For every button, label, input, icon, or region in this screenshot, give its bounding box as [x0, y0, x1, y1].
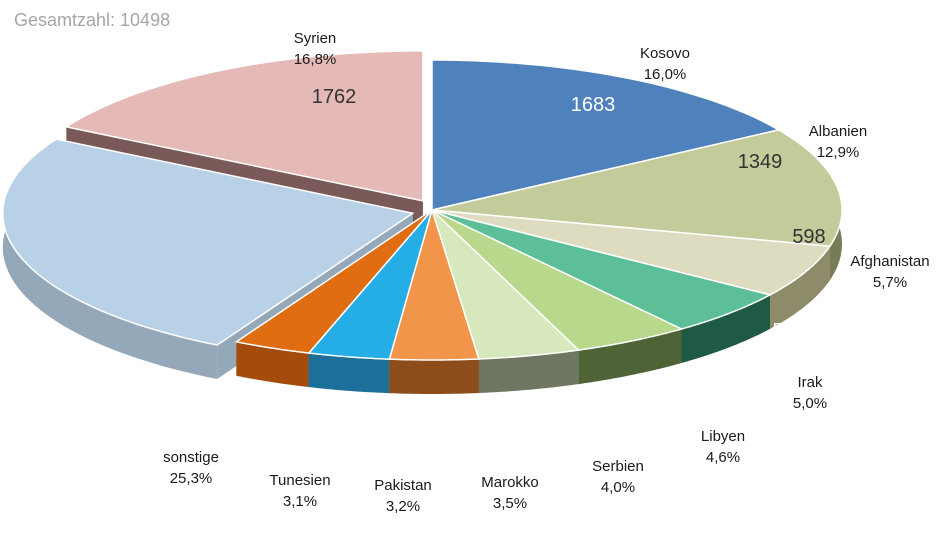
slice-side-sonstige	[2, 139, 218, 379]
value-label-libyen: 482	[695, 365, 728, 387]
category-label-libyen: Libyen	[701, 428, 745, 445]
category-label-afghanistan: Afghanistan	[850, 253, 929, 270]
slice-serbien	[431, 209, 581, 360]
percent-label-syrien: 16,8%	[294, 51, 337, 68]
category-label-pakistan: Pakistan	[374, 477, 432, 494]
category-label-irak: Irak	[797, 374, 823, 391]
percent-label-tunesien: 3,1%	[283, 493, 317, 510]
slice-syrien	[64, 50, 424, 202]
value-label-sonstige: 2656	[186, 385, 231, 407]
percent-label-marokko: 3,5%	[493, 495, 527, 512]
value-label-marokko: 365	[483, 410, 516, 432]
category-label-albanien: Albanien	[809, 123, 867, 140]
category-label-tunesien: Tunesien	[269, 472, 330, 489]
slice-afghanistan	[431, 209, 832, 296]
category-label-sonstige: sonstige	[163, 449, 219, 466]
percent-label-serbien: 4,0%	[601, 479, 635, 496]
value-label-pakistan: 336	[381, 413, 414, 435]
category-label-marokko: Marokko	[481, 474, 539, 491]
slice-libyen	[431, 209, 684, 351]
percent-label-kosovo: 16,0%	[644, 66, 687, 83]
value-label-albanien: 1349	[738, 151, 783, 173]
pie-labels: 1683 Kosovo 16,0% 1349 Albanien 12,9% 598 Afgha…	[163, 30, 930, 515]
slice-side-serbien	[478, 350, 579, 393]
slice-marokko	[388, 207, 480, 361]
percent-label-afghanistan: 5,7%	[873, 274, 907, 291]
percent-label-pakistan: 3,2%	[386, 498, 420, 515]
slice-kosovo	[431, 59, 781, 211]
category-label-kosovo: Kosovo	[640, 45, 690, 62]
total-count-label: Gesamtzahl: 10498	[14, 10, 171, 30]
value-label-tunesien: 321	[288, 403, 321, 425]
value-label-afghanistan: 598	[792, 226, 825, 248]
value-label-irak: 526	[772, 320, 805, 342]
slice-sonstige	[2, 138, 415, 346]
percent-label-albanien: 12,9%	[817, 144, 860, 161]
slice-side-marokko	[389, 359, 479, 394]
category-label-syrien: Syrien	[294, 30, 337, 47]
percent-label-sonstige: 25,3%	[170, 470, 213, 487]
value-label-syrien: 1762	[312, 86, 357, 108]
value-label-kosovo: 1683	[571, 94, 616, 116]
pie-tops	[2, 50, 843, 361]
percent-label-irak: 5,0%	[793, 395, 827, 412]
value-label-serbien: 420	[593, 395, 626, 417]
slice-irak	[431, 209, 773, 330]
slice-tunesien	[234, 209, 433, 354]
percent-label-libyen: 4,6%	[706, 449, 740, 466]
slice-albanien	[431, 129, 843, 247]
slice-pakistan	[307, 209, 433, 360]
category-label-serbien: Serbien	[592, 458, 644, 475]
